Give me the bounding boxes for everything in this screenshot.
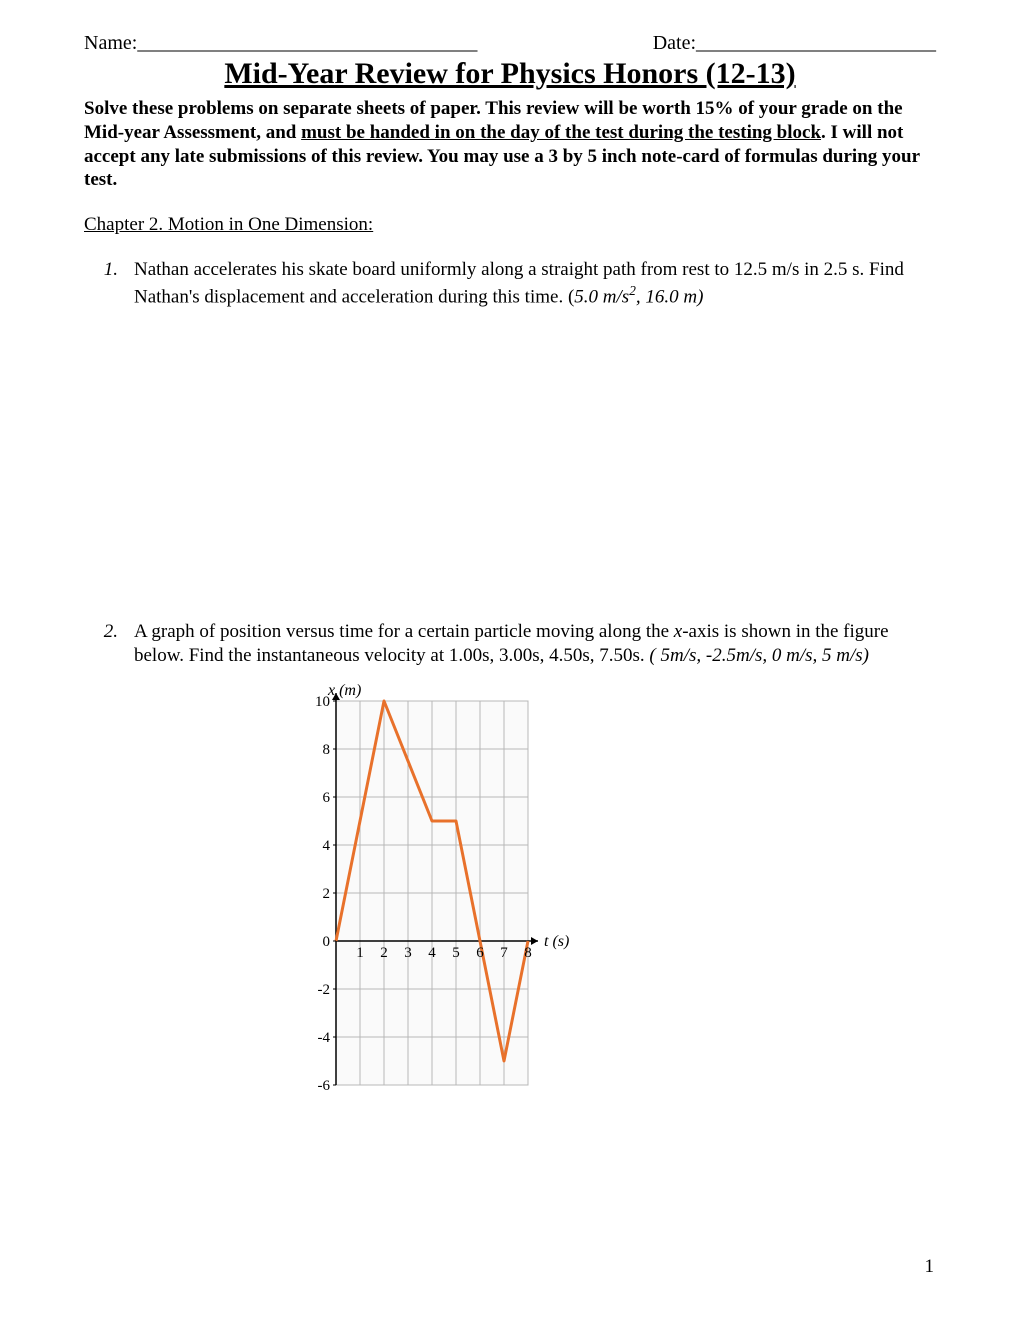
problem-2-number: 2. bbox=[98, 620, 134, 669]
problem-2-x: x bbox=[674, 621, 682, 642]
problem-1: 1. Nathan accelerates his skate board un… bbox=[98, 258, 936, 310]
svg-text:4: 4 bbox=[323, 838, 331, 854]
svg-text:2: 2 bbox=[323, 886, 331, 902]
date-label: Date: bbox=[653, 32, 696, 54]
problem-1-answer-a: 5.0 m/s bbox=[574, 287, 629, 308]
svg-text:7: 7 bbox=[500, 945, 508, 961]
problem-1-number: 1. bbox=[98, 258, 134, 310]
page-number: 1 bbox=[925, 1256, 935, 1278]
svg-text:0: 0 bbox=[323, 934, 331, 950]
name-blank: __________________________________ bbox=[137, 32, 477, 54]
svg-text:6: 6 bbox=[323, 790, 331, 806]
problem-1-answer-sup: 2 bbox=[629, 283, 636, 298]
svg-text:1: 1 bbox=[356, 945, 364, 961]
name-field: Name:__________________________________ bbox=[84, 32, 477, 55]
svg-text:2: 2 bbox=[380, 945, 388, 961]
svg-text:x (m): x (m) bbox=[327, 682, 361, 699]
svg-text:3: 3 bbox=[404, 945, 412, 961]
name-label: Name: bbox=[84, 32, 137, 54]
svg-text:-4: -4 bbox=[318, 1030, 331, 1046]
svg-text:-6: -6 bbox=[318, 1078, 331, 1091]
date-field: Date:________________________ bbox=[653, 32, 936, 55]
svg-text:-2: -2 bbox=[318, 982, 331, 998]
svg-text:8: 8 bbox=[524, 945, 532, 961]
chapter-heading: Chapter 2. Motion in One Dimension: bbox=[84, 214, 936, 236]
problem-1-text: Nathan accelerates his skate board unifo… bbox=[134, 258, 936, 310]
svg-text:6: 6 bbox=[476, 945, 484, 961]
position-time-chart: -6-4-2024681012345678x (m)t (s) bbox=[294, 679, 936, 1096]
problem-2-body-a: A graph of position versus time for a ce… bbox=[134, 621, 674, 642]
problem-2: 2. A graph of position versus time for a… bbox=[98, 620, 936, 669]
header-row: Name:__________________________________ … bbox=[84, 32, 936, 55]
svg-text:4: 4 bbox=[428, 945, 436, 961]
instructions-underlined: must be handed in on the day of the test… bbox=[301, 122, 821, 143]
chart-svg: -6-4-2024681012345678x (m)t (s) bbox=[294, 679, 584, 1091]
page-title: Mid-Year Review for Physics Honors (12-1… bbox=[84, 57, 936, 91]
svg-text:5: 5 bbox=[452, 945, 460, 961]
problem-1-answer-b: , 16.0 m) bbox=[636, 287, 704, 308]
date-blank: ________________________ bbox=[696, 32, 936, 54]
problem-1-body: Nathan accelerates his skate board unifo… bbox=[134, 259, 904, 308]
problem-2-text: A graph of position versus time for a ce… bbox=[134, 620, 936, 669]
instructions: Solve these problems on separate sheets … bbox=[84, 97, 936, 192]
svg-text:t (s): t (s) bbox=[544, 933, 569, 950]
problem-2-answer: ( 5m/s, -2.5m/s, 0 m/s, 5 m/s) bbox=[649, 645, 869, 666]
svg-text:8: 8 bbox=[323, 742, 331, 758]
